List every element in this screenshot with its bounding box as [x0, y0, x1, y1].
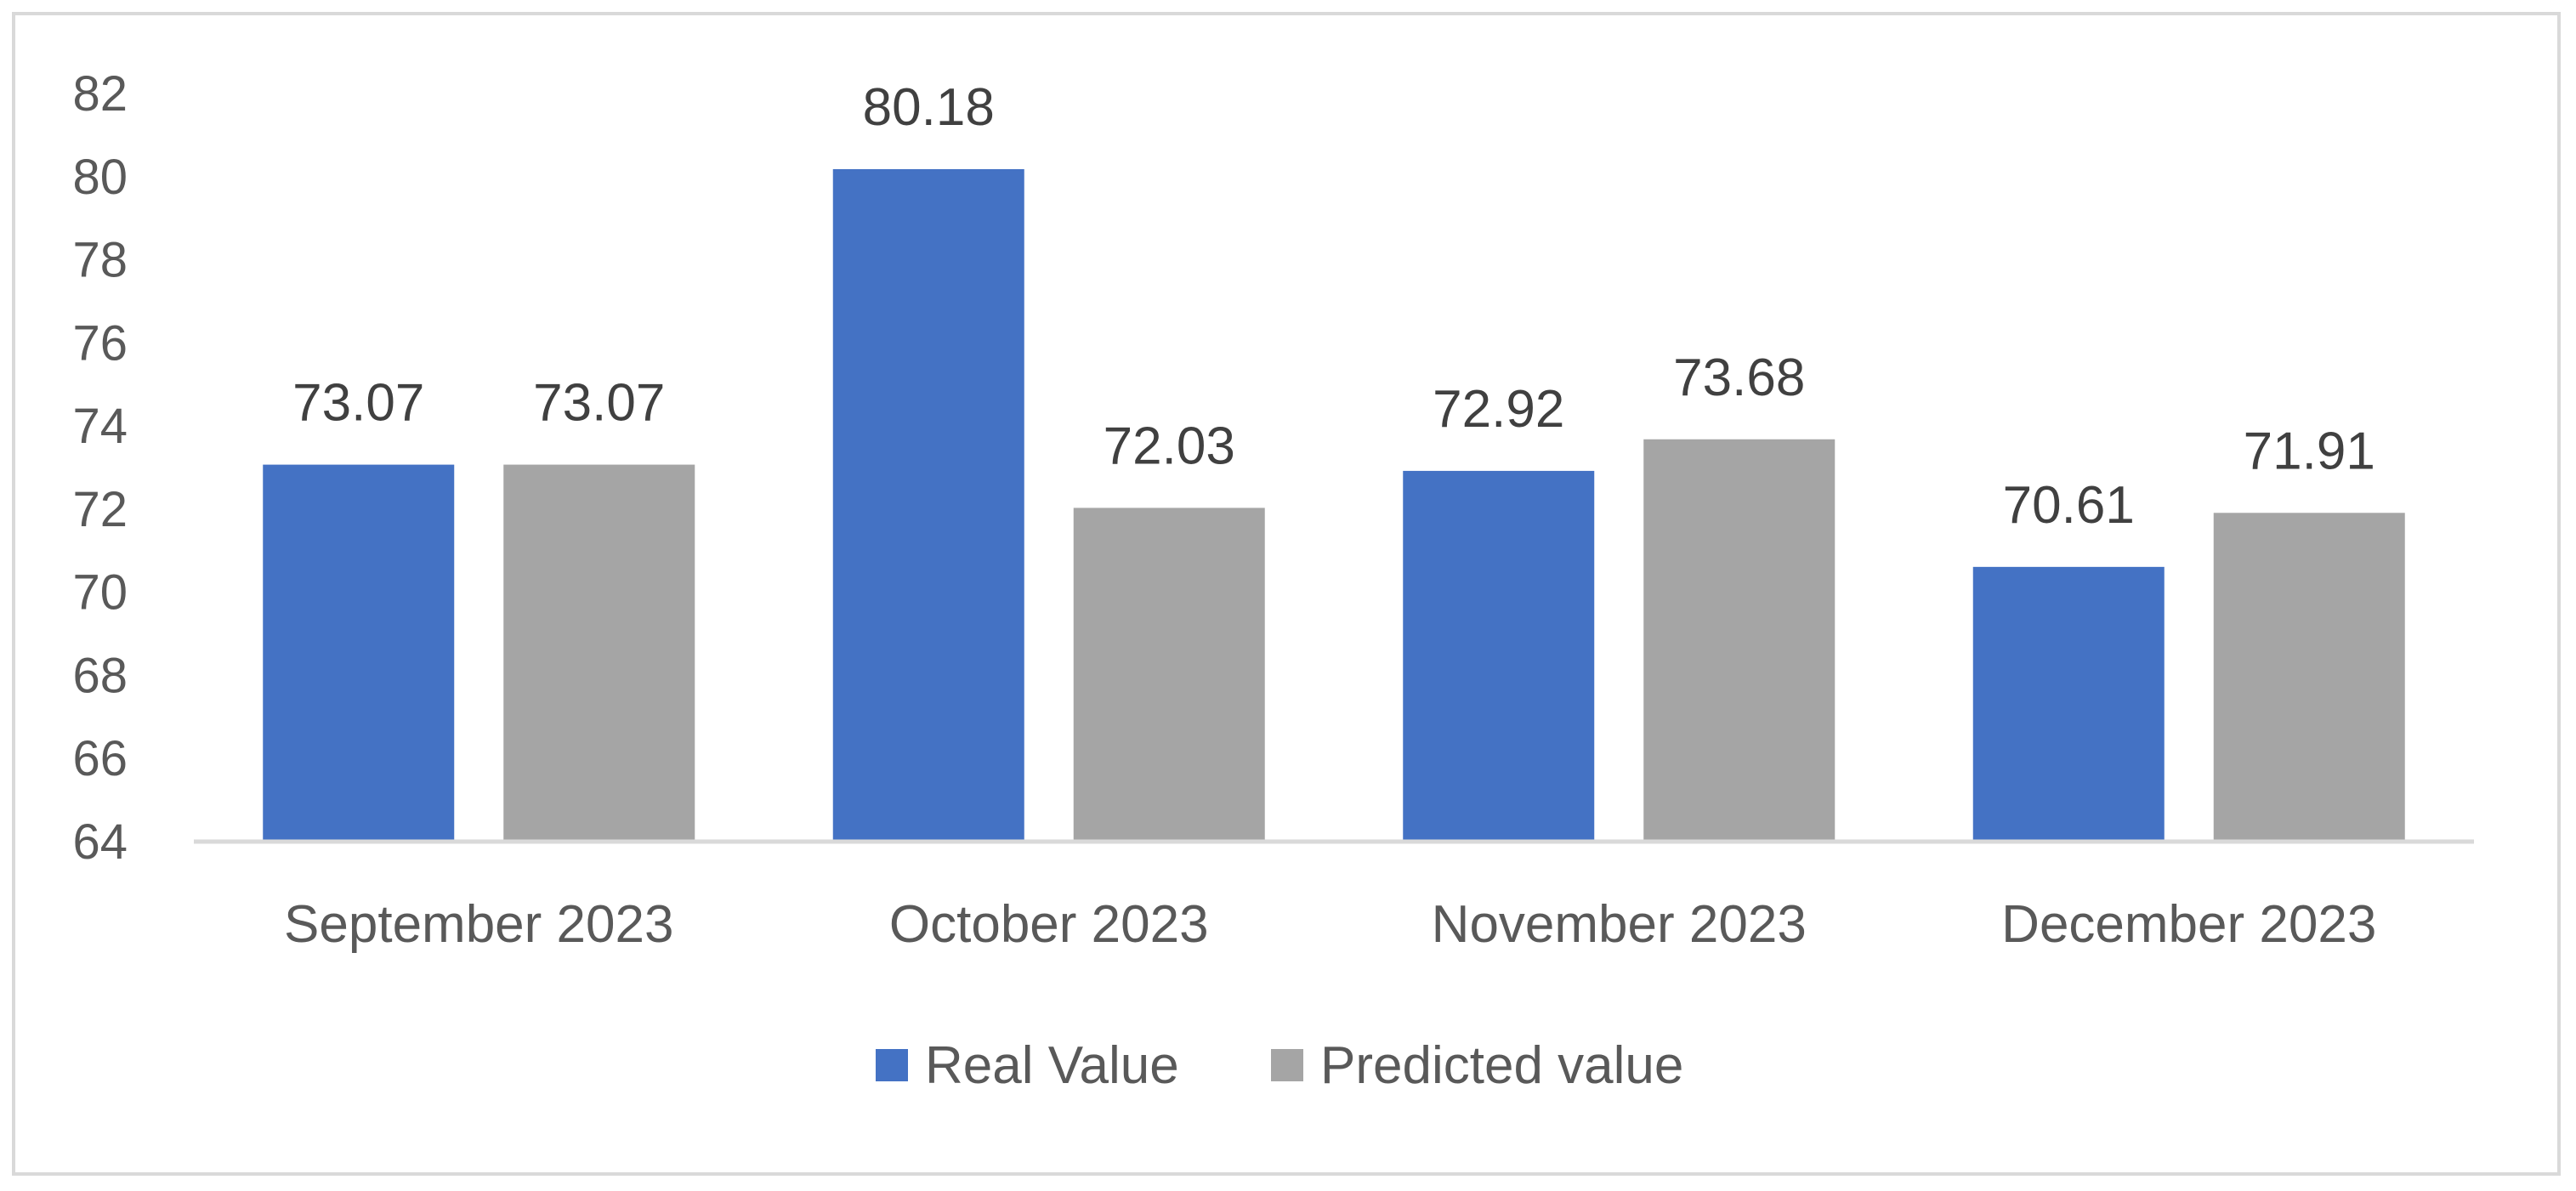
x-category-label: December 2023	[2001, 895, 2376, 954]
y-tick-label: 76	[72, 315, 128, 371]
bar-predicted-value	[1643, 439, 1836, 842]
y-tick-label: 82	[72, 66, 128, 122]
legend-swatch	[876, 1049, 908, 1081]
category-labels: September 2023 October 2023 November 2023 D…	[284, 895, 2376, 954]
y-tick-label: 74	[72, 399, 128, 454]
data-label: 73.68	[1673, 349, 1805, 407]
y-axis-ticks: 64 66 68 70 72 74 76 78 80 82	[72, 66, 128, 870]
data-labels: 73.07 73.07 80.18 72.03 72.92 73.68 70.61 71.91	[292, 78, 2375, 535]
legend-label: Real Value	[925, 1036, 1179, 1095]
legend-swatch	[1271, 1049, 1303, 1081]
bar-predicted-value	[2213, 513, 2405, 842]
bar-real-value	[1972, 566, 2165, 842]
data-label: 72.03	[1104, 417, 1235, 475]
bar-predicted-value	[503, 464, 695, 842]
data-label: 71.91	[2244, 422, 2375, 480]
y-tick-label: 70	[72, 565, 128, 621]
data-label: 73.07	[292, 374, 424, 433]
bar-predicted-value	[1073, 508, 1265, 842]
y-tick-label: 72	[72, 482, 128, 537]
x-category-label: October 2023	[889, 895, 1209, 954]
legend-label: Predicted value	[1320, 1036, 1683, 1095]
y-tick-label: 78	[72, 233, 128, 288]
y-tick-label: 64	[72, 814, 128, 870]
bar-real-value	[263, 464, 455, 842]
data-label: 73.07	[533, 374, 665, 433]
bars	[263, 168, 2405, 842]
x-category-label: November 2023	[1432, 895, 1807, 954]
y-tick-label: 66	[72, 731, 128, 786]
bar-real-value	[1403, 470, 1595, 842]
data-label: 72.92	[1433, 380, 1564, 439]
data-label: 70.61	[2003, 476, 2135, 535]
y-tick-label: 80	[72, 150, 128, 205]
y-tick-label: 68	[72, 648, 128, 703]
data-label: 80.18	[863, 78, 995, 137]
x-category-label: September 2023	[284, 895, 673, 954]
bar-real-value	[832, 168, 1024, 842]
legend: Real Value Predicted value	[876, 1036, 1683, 1095]
